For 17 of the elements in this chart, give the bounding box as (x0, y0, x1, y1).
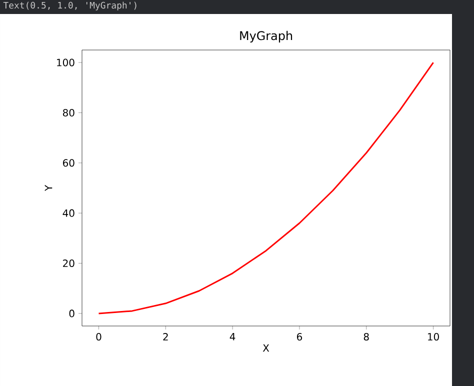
y-axis-title: Y (44, 184, 52, 192)
text: Text(0.5, 1.0, 'MyGraph') (3, 2, 136, 10)
x-tick-label: 8 (364, 333, 369, 341)
x-axis-title: X (262, 344, 270, 352)
x-tick-label: 0 (96, 333, 102, 341)
y-tick-label: 60 (63, 159, 74, 167)
y-tick-label: 80 (62, 108, 74, 116)
chart-title: MyGraph (240, 30, 292, 42)
line-series (98, 62, 434, 314)
x-tick-label: 2 (163, 333, 168, 340)
x-tick-label: 6 (296, 333, 302, 341)
y-tick-label: 40 (62, 209, 74, 217)
y-tick-label: 100 (57, 58, 74, 66)
x-tick-label: 4 (230, 333, 236, 340)
x-tick-label: 10 (428, 333, 439, 341)
y-tick-label: 0 (69, 310, 74, 318)
y-tick-label: 20 (63, 259, 74, 268)
